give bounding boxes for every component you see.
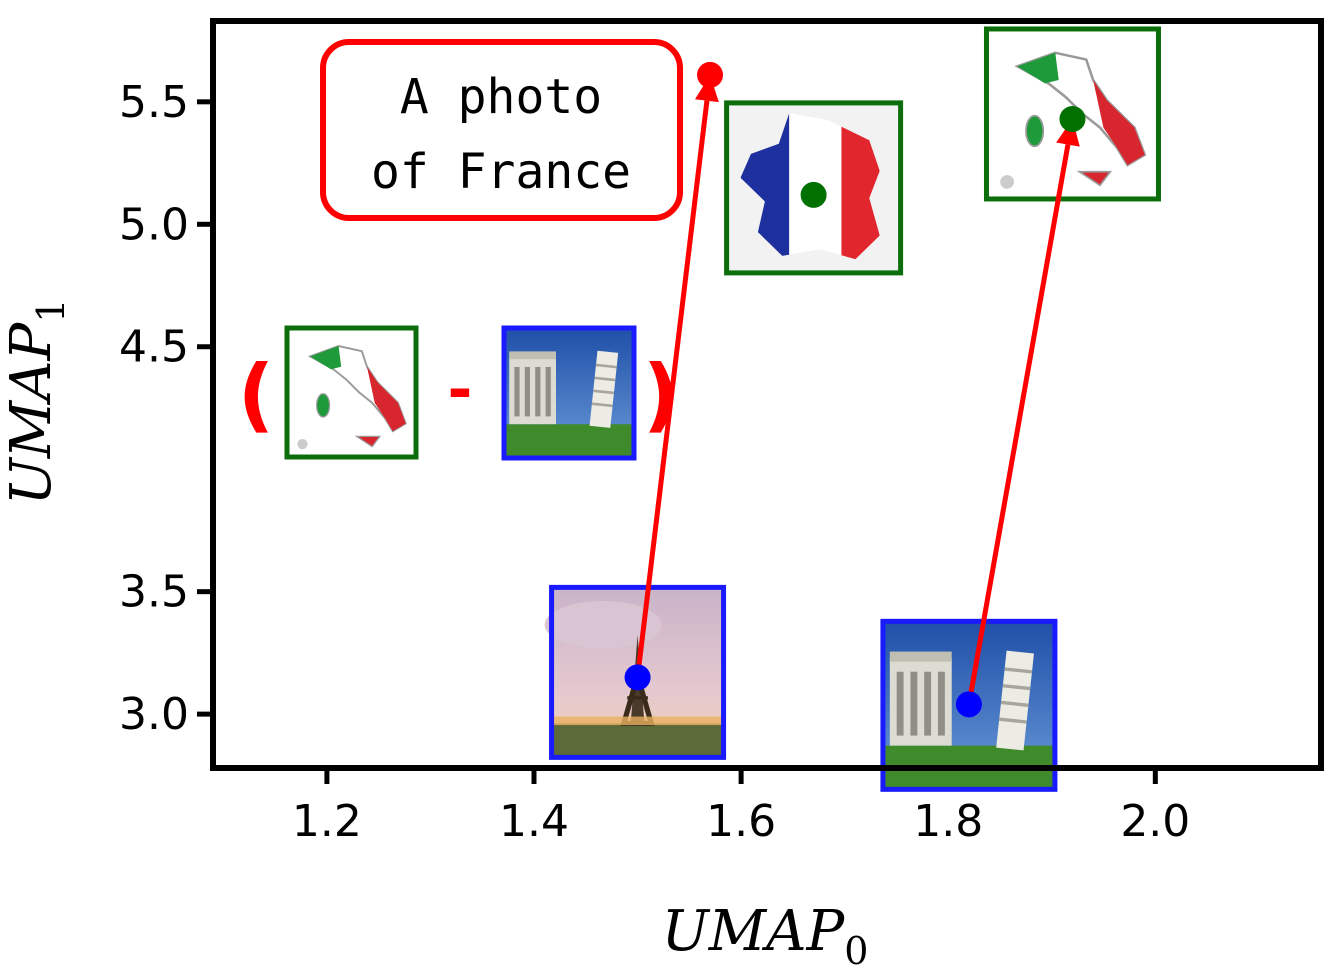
y-tick-label-0: 3.0 bbox=[119, 689, 189, 740]
y-tick-label-1: 3.5 bbox=[119, 567, 189, 618]
minus-sign: - bbox=[448, 355, 473, 425]
x-axis-title: UMAP0 bbox=[662, 899, 869, 967]
difference-equation: ( - ) bbox=[238, 325, 680, 461]
plot-frame bbox=[210, 18, 1324, 771]
close-paren: ) bbox=[643, 348, 680, 441]
annotation-line-2: of France bbox=[371, 144, 631, 200]
x-tick-label-0: 1.2 bbox=[292, 796, 362, 847]
tick-layer: 1.2 1.4 1.6 1.8 2.0 3.0 3.5 4.5 5.0 5.5 bbox=[119, 77, 1190, 847]
text-query-annotation: A photo of France bbox=[320, 39, 683, 221]
pisa-photo-thumbnail-small bbox=[501, 325, 637, 461]
x-tick-label-1: 1.4 bbox=[499, 796, 569, 847]
thumbnail-layer bbox=[545, 26, 1161, 792]
y-tick-label-2: 4.5 bbox=[119, 322, 189, 373]
pisa-tower-photo-point bbox=[955, 691, 982, 718]
eiffel-tower-photo-thumbnail bbox=[545, 587, 724, 757]
italy-flag-map-thumbnail bbox=[983, 26, 1161, 202]
arrow-layer bbox=[635, 74, 1080, 705]
pisa-tower-photo-thumbnail bbox=[880, 618, 1058, 792]
x-tick-label-3: 1.8 bbox=[913, 796, 983, 847]
annotation-line-1: A photo bbox=[400, 69, 602, 125]
point-layer bbox=[624, 61, 1086, 718]
x-tick-label-2: 1.6 bbox=[706, 796, 776, 847]
eiffel-tower-photo-point bbox=[624, 664, 651, 691]
y-tick-label-3: 5.0 bbox=[119, 199, 189, 250]
text-query-endpoint-point bbox=[697, 61, 724, 88]
italy-flag-map-point bbox=[1059, 105, 1086, 132]
italy-map-thumbnail-small bbox=[284, 325, 419, 460]
france-flag-map-thumbnail bbox=[724, 100, 904, 276]
france-flag-map-point bbox=[800, 181, 827, 208]
open-paren: ( bbox=[238, 348, 275, 441]
y-axis-title: UMAP1 bbox=[0, 299, 73, 506]
y-tick-label-4: 5.5 bbox=[119, 77, 189, 128]
shift-arrow-0 bbox=[635, 74, 719, 678]
shift-arrow-1 bbox=[966, 118, 1080, 705]
x-tick-label-4: 2.0 bbox=[1120, 796, 1190, 847]
